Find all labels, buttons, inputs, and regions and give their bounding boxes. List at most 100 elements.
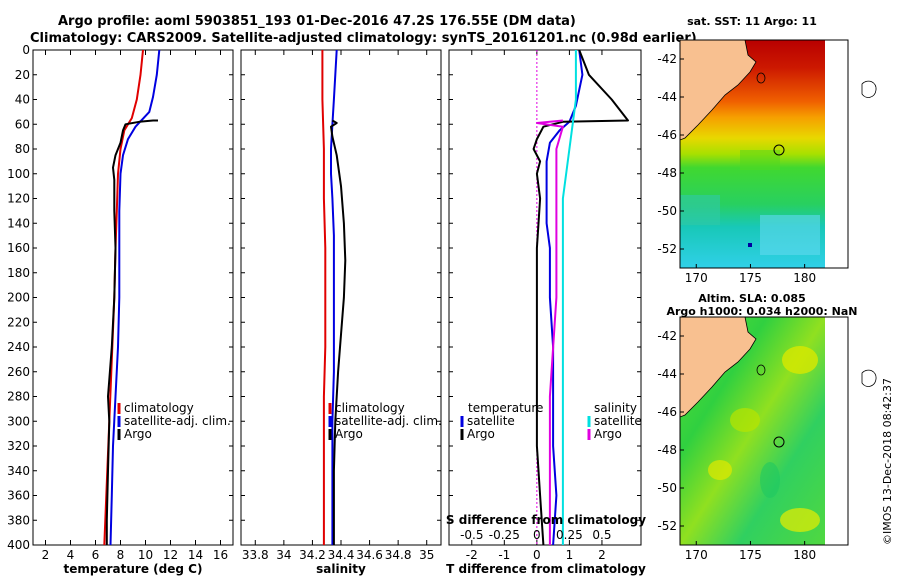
x-tick-label: 34.4 xyxy=(328,548,355,562)
legend-label-t-argo: Argo xyxy=(467,427,495,441)
lat-tick-label: -52 xyxy=(657,242,677,256)
x-tick-label: 14 xyxy=(188,548,203,562)
x-tick-label: 34.8 xyxy=(385,548,412,562)
legend-label-argo: Argo xyxy=(124,427,152,441)
depth-tick-label: 200 xyxy=(7,291,30,305)
salinity-legend: climatology satellite-adj. clim. Argo xyxy=(328,401,442,441)
x-tick-label: 34.6 xyxy=(356,548,383,562)
sst-pixel xyxy=(748,243,752,247)
x-tick-label: 34.2 xyxy=(299,548,326,562)
temperature-series xyxy=(103,50,161,545)
difference-panel: -2 -1 0 1 2 T difference from climatology S … xyxy=(446,49,646,576)
new-zealand-land xyxy=(680,317,757,418)
x-tick-label: 4 xyxy=(67,548,75,562)
depth-tick-label: 20 xyxy=(15,68,30,82)
lat-tick-label: -52 xyxy=(657,519,677,533)
salinity-ticks: 33.8 34 34.2 34.4 34.6 34.8 35 xyxy=(241,49,441,562)
depth-tick-label: 280 xyxy=(7,390,30,404)
depth-tick-label: 220 xyxy=(7,315,30,329)
lat-tick-label: -48 xyxy=(657,443,677,457)
legend-label-s-argo: Argo xyxy=(594,427,622,441)
lat-tick-label: -44 xyxy=(657,90,677,104)
x-tick-label: -2 xyxy=(466,548,478,562)
legend-label-argo: Argo xyxy=(335,427,363,441)
difference-xlabel: T difference from climatology xyxy=(446,562,646,576)
depth-tick-label: 80 xyxy=(15,142,30,156)
lon-tick-label: 170 xyxy=(685,271,708,285)
sla-patch xyxy=(780,508,820,532)
lon-tick-label: 175 xyxy=(739,271,762,285)
sst-map-frame xyxy=(679,39,849,269)
x-tick-label: 2 xyxy=(598,548,606,562)
depth-tick-label: 300 xyxy=(7,414,30,428)
sla-map-title-1: Altim. SLA: 0.085 xyxy=(698,292,805,305)
depth-tick-label: 400 xyxy=(7,538,30,552)
s-tick-label: 0.25 xyxy=(556,528,583,542)
x-tick-label: 8 xyxy=(117,548,125,562)
x-tick-label: 1 xyxy=(566,548,574,562)
sla-patch xyxy=(782,346,818,374)
lat-tick-label: -44 xyxy=(657,367,677,381)
lon-tick-label: 180 xyxy=(793,548,816,562)
sla-map-ticks: 170 175 180 -42 -44 -46 -48 -50 -52 xyxy=(657,329,816,562)
legend-title-salinity: salinity xyxy=(594,401,637,415)
temperature-panel-frame xyxy=(32,49,234,546)
depth-tick-label: 320 xyxy=(7,439,30,453)
argo-location-marker xyxy=(773,436,785,448)
s-tick-label: -0.5 xyxy=(460,528,483,542)
sla-map-title-2: Argo h1000: 0.034 h2000: NaN xyxy=(666,305,857,318)
series-line-argo xyxy=(105,119,158,545)
chatham-outline xyxy=(756,72,766,84)
legend-label-t-satellite: satellite xyxy=(467,414,515,428)
temperature-xlabel: temperature (deg C) xyxy=(64,562,203,576)
legend-title-temperature: temperature xyxy=(468,401,543,415)
depth-tick-label: 180 xyxy=(7,266,30,280)
x-tick-label: 2 xyxy=(42,548,50,562)
x-tick-label: 0 xyxy=(533,548,541,562)
x-tick-label: 10 xyxy=(138,548,153,562)
depth-tick-label: 60 xyxy=(15,117,30,131)
lat-tick-label: -42 xyxy=(657,52,677,66)
sst-patch xyxy=(740,150,780,170)
series-line-satellite-adj-clim- xyxy=(330,50,338,545)
series-line-temperature-satellite xyxy=(545,50,584,545)
title-line-2: Climatology: CARS2009. Satellite-adjuste… xyxy=(30,31,697,46)
chatham-outline xyxy=(756,364,766,376)
sst-map: sat. SST: 11 Argo: 11 170 175 180 -42 -44 -46… xyxy=(657,15,877,285)
depth-tick-label: 100 xyxy=(7,167,30,181)
sst-map-title: sat. SST: 11 Argo: 11 xyxy=(687,15,817,28)
lat-tick-label: -46 xyxy=(657,405,677,419)
s-difference-ticks: -0.5 -0.25 0 0.25 0.5 xyxy=(460,528,611,542)
legend-label-satellite: satellite-adj. clim. xyxy=(335,414,442,428)
legend-label-satellite: satellite-adj. clim. xyxy=(124,414,231,428)
temperature-legend: climatology satellite-adj. clim. Argo xyxy=(117,401,231,441)
depth-tick-label: 260 xyxy=(7,365,30,379)
depth-tick-label: 380 xyxy=(7,513,30,527)
sla-map: Altim. SLA: 0.085 Argo h1000: 0.034 h200… xyxy=(657,292,877,562)
sst-map-ticks: 170 175 180 -42 -44 -46 -48 -50 -52 xyxy=(657,52,816,285)
title-line-1: Argo profile: aoml 5903851_193 01-Dec-20… xyxy=(58,14,576,29)
depth-tick-label: 40 xyxy=(15,93,30,107)
salinity-panel: 33.8 34 34.2 34.4 34.6 34.8 35 salinity climat… xyxy=(240,49,442,576)
salinity-xlabel: salinity xyxy=(316,562,366,576)
legend-label-climatology: climatology xyxy=(124,401,194,415)
s-tick-label: -0.25 xyxy=(489,528,520,542)
difference-panel-frame xyxy=(448,49,642,546)
series-line-climatology xyxy=(321,50,327,545)
x-tick-label: 12 xyxy=(163,548,178,562)
x-tick-label: 16 xyxy=(213,548,228,562)
lon-tick-label: 180 xyxy=(793,271,816,285)
depth-tick-label: 240 xyxy=(7,340,30,354)
x-tick-label: 34 xyxy=(276,548,291,562)
argo-location-marker xyxy=(773,144,785,156)
lat-tick-label: -50 xyxy=(657,481,677,495)
sst-patch xyxy=(760,215,820,255)
depth-tick-label: 360 xyxy=(7,489,30,503)
depth-tick-label: 340 xyxy=(7,464,30,478)
sla-map-frame xyxy=(679,316,849,546)
copyright-stamp: ©IMOS 13-Dec-2018 08:42:37 xyxy=(881,378,894,545)
depth-tick-label: 120 xyxy=(7,192,30,206)
series-line-satellite-adj-clim- xyxy=(109,50,161,545)
temperature-panel: 0 20 40 60 80 100 120 140 160 180 200 220 240 260 280 3… xyxy=(7,43,234,576)
sst-mottle xyxy=(680,150,820,255)
